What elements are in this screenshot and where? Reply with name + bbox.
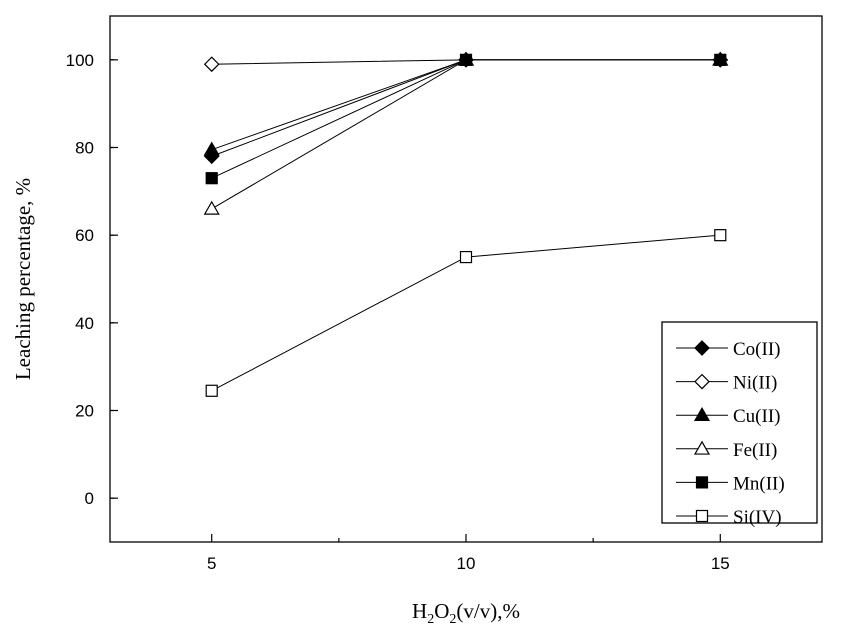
data-point bbox=[203, 141, 220, 156]
data-point bbox=[205, 384, 218, 397]
y-tick-label: 40 bbox=[75, 314, 94, 333]
data-point bbox=[203, 56, 220, 73]
legend-label: Mn(II) bbox=[733, 473, 785, 494]
series-line bbox=[211, 59, 721, 157]
legend-box bbox=[661, 321, 818, 524]
x-tick-label: 5 bbox=[207, 554, 216, 573]
legend-item: Mn(II) bbox=[676, 473, 785, 494]
y-tick-label: 60 bbox=[75, 226, 94, 245]
legend-item: Si(IV) bbox=[676, 507, 782, 528]
y-tick-label: 100 bbox=[66, 51, 94, 70]
x-axis-title: H2O2(v/v),% bbox=[412, 599, 520, 627]
legend-marker bbox=[694, 340, 710, 356]
x-tick-label: 15 bbox=[711, 554, 730, 573]
legend-marker bbox=[693, 406, 711, 422]
legend-label: Fe(II) bbox=[733, 440, 777, 461]
legend-marker bbox=[693, 440, 711, 455]
x-tick-label: 10 bbox=[457, 554, 476, 573]
data-point bbox=[459, 250, 473, 264]
data-point bbox=[459, 53, 473, 66]
y-axis-title: Leaching percentage, % bbox=[11, 178, 35, 380]
legend-items: Co(II) Ni(II) Cu(II) Fe(II) Mn(II) Si(IV) bbox=[676, 339, 785, 528]
legend-marker bbox=[695, 509, 709, 523]
legend-label: Ni(II) bbox=[733, 373, 777, 394]
series-line bbox=[211, 59, 721, 210]
data-point bbox=[714, 53, 727, 66]
legend-item: Fe(II) bbox=[676, 440, 777, 461]
data-point bbox=[714, 229, 727, 242]
data-point bbox=[203, 200, 220, 215]
legend-item: Ni(II) bbox=[676, 373, 777, 394]
y-tick-label: 20 bbox=[75, 402, 94, 421]
series-layer bbox=[203, 51, 729, 397]
legend-label: Co(II) bbox=[733, 339, 780, 360]
y-tick-label: 80 bbox=[75, 139, 94, 158]
axis-ticks: 0 20 40 60 80 100 5 10 15 bbox=[66, 51, 730, 573]
series-line bbox=[211, 59, 721, 179]
legend-item: Cu(II) bbox=[676, 406, 780, 427]
legend-item: Co(II) bbox=[676, 339, 780, 360]
legend-marker bbox=[694, 373, 710, 390]
legend: Co(II) Ni(II) Cu(II) Fe(II) Mn(II) Si(IV) bbox=[661, 321, 818, 528]
legend-label: Si(IV) bbox=[733, 507, 782, 528]
legend-marker bbox=[695, 476, 709, 489]
legend-label: Cu(II) bbox=[733, 406, 780, 427]
series-line bbox=[211, 59, 721, 151]
data-point bbox=[205, 172, 218, 185]
y-tick-label: 0 bbox=[85, 489, 94, 508]
